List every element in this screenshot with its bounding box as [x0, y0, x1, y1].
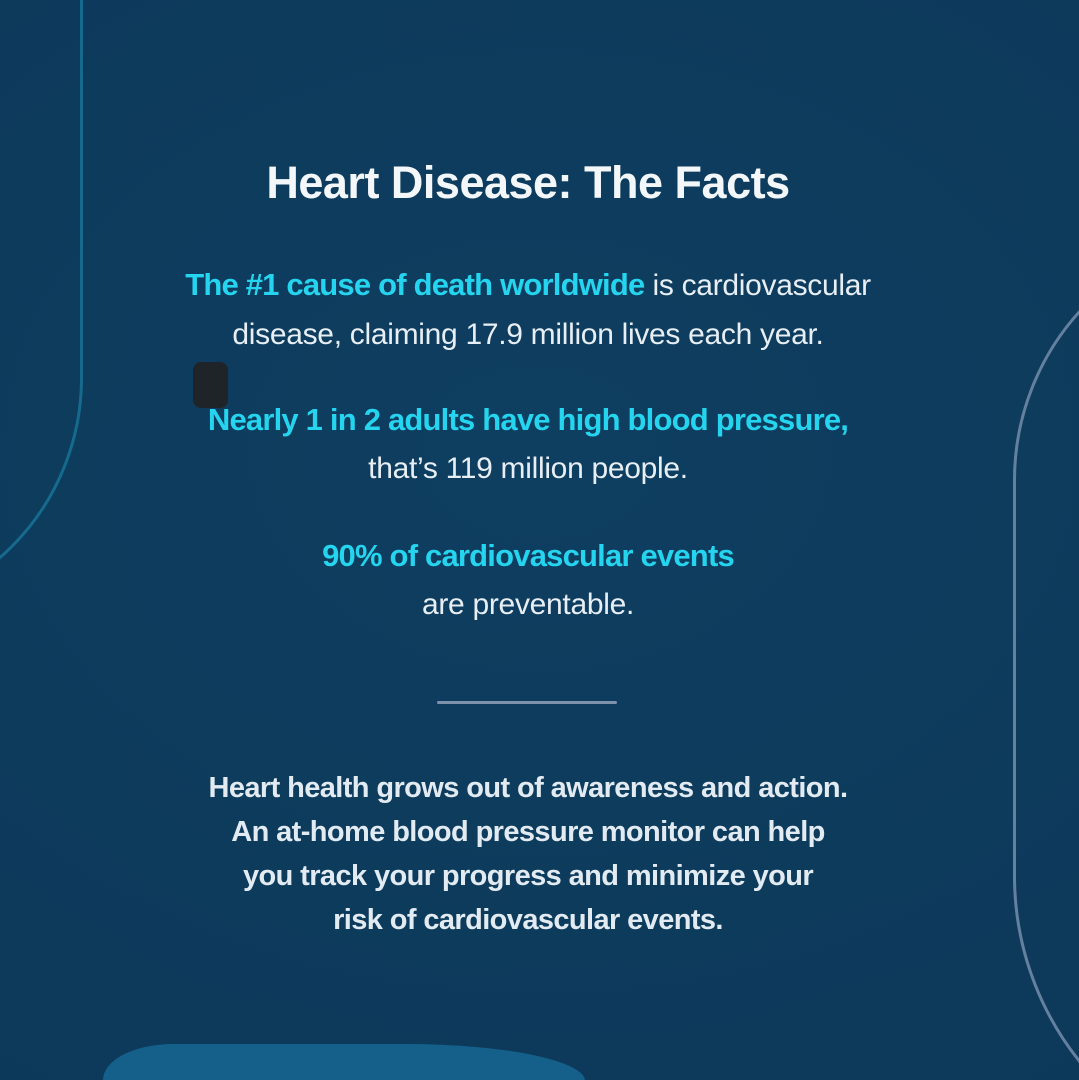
- fact-high-blood-pressure: Nearly 1 in 2 adults have high blood pre…: [0, 395, 1056, 493]
- fact-1-highlight: The #1 cause of death worldwide: [185, 267, 645, 302]
- fact-2-line-2: that’s 119 million people.: [368, 452, 688, 485]
- fact-3-highlight: 90% of cardiovascular events: [322, 538, 735, 573]
- footer-line-3: you track your progress and minimize you…: [242, 860, 814, 892]
- fact-1-line-2: disease, claiming 17.9 million lives eac…: [232, 318, 824, 351]
- footer-text: Heart health grows out of awareness and …: [0, 766, 1056, 942]
- fact-preventable-events: 90% of cardiovascular events are prevent…: [0, 531, 1056, 629]
- divider-line: [437, 701, 617, 704]
- fact-1-line-1: The #1 cause of death worldwide is cardi…: [0, 260, 1056, 310]
- footer-line-4: risk of cardiovascular events.: [333, 904, 723, 936]
- page-title: Heart Disease: The Facts: [266, 157, 790, 208]
- footer-line-1: Heart health grows out of awareness and …: [208, 772, 849, 804]
- fact-worldwide-deaths: The #1 cause of death worldwide is cardi…: [0, 260, 1056, 359]
- dark-rectangle-mark: [193, 362, 228, 408]
- footer-line-2: An at-home blood pressure monitor can he…: [231, 816, 825, 848]
- fact-2-highlight: Nearly 1 in 2 adults have high blood pre…: [207, 402, 849, 437]
- fact-1-plain: is cardiovascular: [644, 269, 871, 302]
- fact-3-line-2: are preventable.: [421, 588, 634, 621]
- content-column: Heart Disease: The Facts The #1 cause of…: [0, 157, 1056, 942]
